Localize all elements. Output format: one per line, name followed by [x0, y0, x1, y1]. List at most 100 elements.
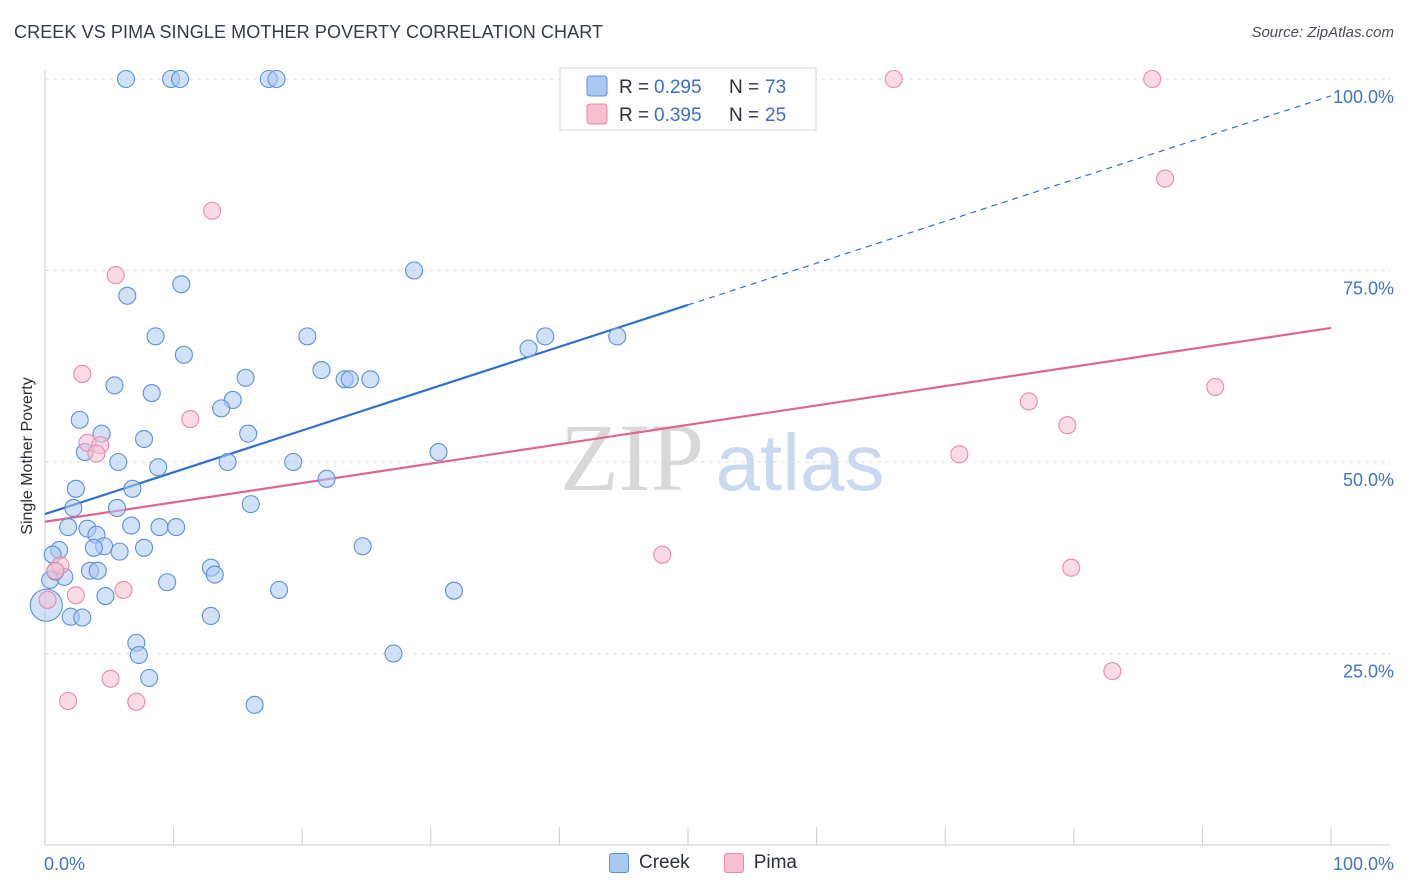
- point-pima: [101, 669, 120, 688]
- point-creek: [205, 565, 224, 584]
- point-creek: [241, 495, 260, 514]
- point-creek: [158, 573, 177, 592]
- point-creek: [70, 410, 89, 429]
- point-creek: [536, 327, 555, 346]
- point-creek: [96, 586, 115, 606]
- point-pima: [1058, 416, 1077, 435]
- point-creek: [444, 581, 463, 600]
- legend-box: R = 0.295 N = 73 R = 0.395 N = 25: [559, 67, 817, 131]
- point-creek: [146, 327, 165, 346]
- point-pima: [46, 561, 65, 580]
- point-creek: [172, 275, 191, 294]
- point-creek: [149, 458, 168, 477]
- point-pima: [1103, 662, 1122, 681]
- point-pima: [114, 580, 133, 599]
- point-creek: [129, 645, 148, 665]
- point-pima: [87, 444, 106, 463]
- watermark: ZIP atlas: [560, 404, 884, 511]
- point-creek: [64, 498, 83, 518]
- bottom-legend-label-creek: Creek: [639, 852, 690, 873]
- y-tick-label-25: 25.0%: [1343, 662, 1394, 682]
- x-tick-label-100: 100.0%: [1333, 854, 1394, 874]
- point-creek: [239, 424, 258, 443]
- point-creek: [134, 538, 154, 557]
- bottom-legend-item-creek: Creek: [609, 852, 690, 874]
- legend-r-value-pima: 0.395: [654, 105, 702, 126]
- point-creek: [110, 542, 129, 561]
- point-pima: [181, 410, 200, 429]
- point-creek: [384, 644, 403, 663]
- watermark-zip: ZIP: [560, 404, 704, 511]
- point-creek: [353, 537, 372, 556]
- point-pima: [127, 692, 146, 711]
- point-creek: [267, 69, 286, 89]
- point-pima: [73, 364, 92, 383]
- legend-n-value-pima: 25: [765, 105, 786, 126]
- y-tick-label-75: 75.0%: [1343, 279, 1394, 299]
- bottom-legend-swatch-pima: [723, 853, 744, 873]
- point-creek: [84, 538, 103, 557]
- point-creek: [118, 286, 137, 305]
- x-tick-label-0: 0.0%: [44, 854, 85, 874]
- point-creek: [116, 69, 136, 89]
- legend-n-value-creek: 73: [765, 77, 786, 98]
- point-creek: [405, 261, 424, 280]
- watermark-atlas: atlas: [716, 418, 885, 507]
- point-creek: [298, 327, 317, 346]
- bottom-legend-label-pima: Pima: [753, 852, 797, 873]
- point-creek: [212, 399, 231, 418]
- point-creek: [59, 518, 78, 537]
- trend-line-creek-extension: [687, 95, 1332, 306]
- point-pima: [38, 590, 57, 609]
- point-pima: [66, 586, 85, 605]
- legend-n-label-creek: N =: [729, 77, 759, 98]
- point-creek: [167, 518, 186, 537]
- legend-swatch-pima: [586, 103, 608, 125]
- point-creek: [218, 452, 237, 472]
- point-creek: [142, 384, 161, 403]
- point-creek: [105, 376, 124, 395]
- bottom-legend-swatch-creek: [609, 853, 629, 873]
- point-creek: [340, 370, 359, 389]
- point-creek: [429, 442, 448, 462]
- point-creek: [519, 339, 538, 358]
- y-tick-label-100: 100.0%: [1333, 87, 1394, 107]
- point-creek: [312, 361, 331, 380]
- point-pima: [203, 201, 222, 220]
- point-creek: [107, 498, 127, 518]
- point-creek: [122, 516, 141, 535]
- grid-layer: [45, 78, 1391, 654]
- point-creek: [245, 695, 264, 714]
- legend-r-value-creek: 0.295: [654, 77, 702, 98]
- point-creek: [236, 368, 255, 387]
- point-creek: [123, 479, 142, 498]
- bottom-legend: Creek Pima: [0, 852, 1406, 874]
- point-creek: [150, 518, 169, 537]
- chart-title: CREEK VS PIMA SINGLE MOTHER POVERTY CORR…: [14, 22, 604, 42]
- point-pima: [884, 69, 903, 89]
- bottom-legend-item-pima: Pima: [723, 852, 797, 874]
- point-pima: [950, 445, 969, 464]
- point-pima: [1019, 392, 1038, 411]
- point-creek: [201, 606, 220, 626]
- point-creek: [109, 452, 128, 472]
- trend-line-pima: [44, 326, 1332, 523]
- point-creek: [270, 580, 289, 599]
- point-creek: [284, 452, 303, 472]
- point-creek: [174, 345, 193, 364]
- point-creek: [73, 608, 92, 627]
- legend-swatch-creek: [586, 75, 608, 97]
- point-creek: [608, 327, 627, 346]
- trend-layer: [44, 95, 1332, 523]
- y-tick-label-50: 50.0%: [1343, 470, 1394, 490]
- point-pima: [1156, 169, 1175, 188]
- point-pima: [59, 691, 78, 711]
- legend-n-label-pima: N =: [729, 105, 759, 126]
- trend-line-creek: [44, 303, 689, 516]
- point-creek: [134, 429, 154, 449]
- point-creek: [361, 370, 380, 389]
- point-pima: [1143, 69, 1162, 89]
- point-creek: [170, 69, 190, 89]
- point-creek: [317, 469, 336, 488]
